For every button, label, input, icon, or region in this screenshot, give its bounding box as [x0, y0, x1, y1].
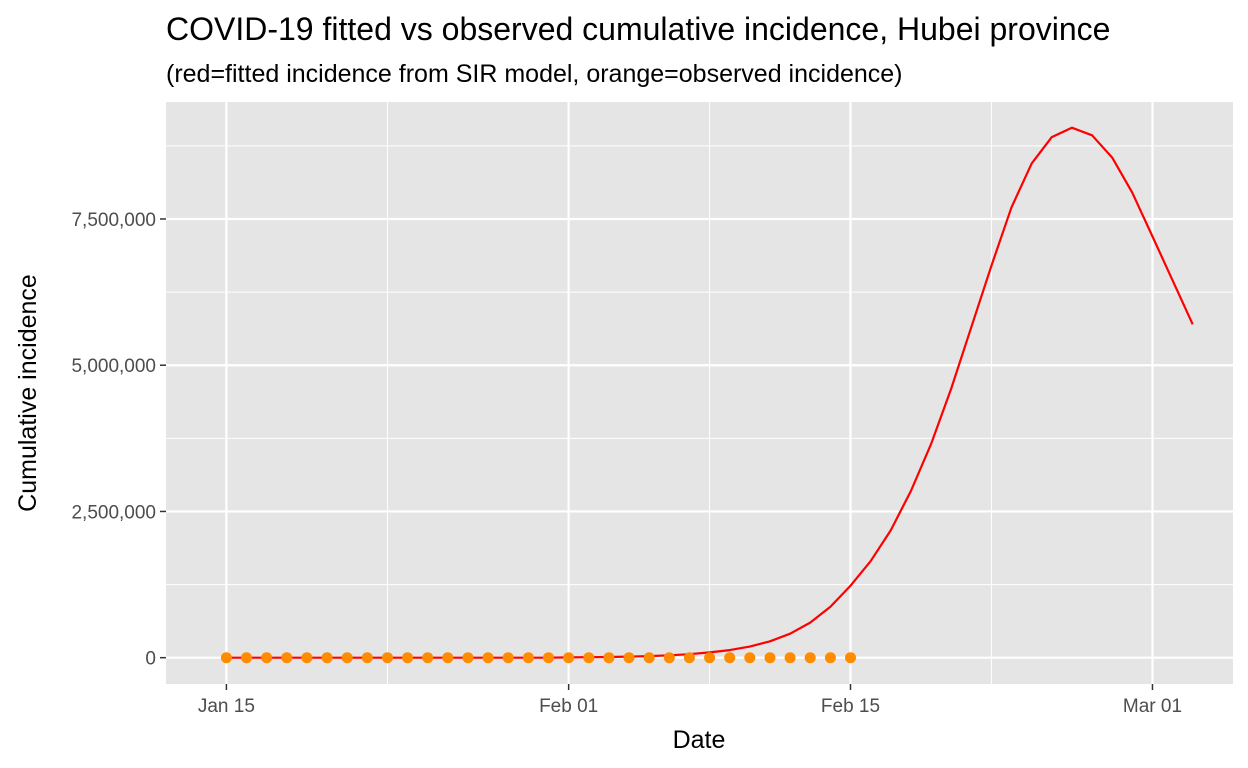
- observed-point: [623, 652, 635, 664]
- observed-point: [220, 652, 232, 664]
- observed-point: [341, 652, 353, 664]
- y-axis-title: Cumulative incidence: [14, 274, 42, 512]
- observed-point: [744, 652, 756, 664]
- observed-point: [643, 652, 655, 664]
- observed-point: [824, 652, 836, 664]
- observed-point: [563, 652, 575, 664]
- observed-point: [683, 652, 695, 664]
- observed-point: [462, 652, 474, 664]
- x-tick-label: Mar 01: [1123, 696, 1182, 717]
- observed-point: [543, 652, 554, 664]
- x-tick-label: Jan 15: [198, 696, 255, 717]
- observed-point: [281, 652, 293, 664]
- y-tick-label: 5,000,000: [71, 356, 156, 377]
- observed-point: [261, 652, 273, 664]
- observed-point: [482, 652, 494, 664]
- y-tick-label: 7,500,000: [71, 210, 156, 231]
- y-tick-label: 0: [145, 649, 156, 670]
- observed-point: [764, 652, 776, 664]
- observed-point: [663, 652, 675, 664]
- data-layer: [220, 126, 1194, 664]
- y-tick-label: 2,500,000: [71, 502, 156, 523]
- observed-point: [301, 652, 313, 664]
- chart-subtitle: (red=fitted incidence from SIR model, or…: [166, 60, 903, 88]
- observed-point: [603, 652, 615, 664]
- observed-point: [442, 652, 454, 664]
- observed-point: [704, 652, 716, 664]
- observed-point: [522, 652, 534, 664]
- observed-point: [845, 652, 856, 664]
- observed-point: [361, 652, 373, 664]
- observed-point: [724, 652, 736, 664]
- observed-point: [502, 652, 514, 664]
- observed-point: [583, 652, 595, 664]
- observed-point: [382, 652, 393, 664]
- observed-point: [402, 652, 414, 664]
- x-tick-label: Feb 01: [539, 696, 598, 717]
- observed-point: [804, 652, 816, 664]
- x-tick-label: Feb 15: [821, 696, 880, 717]
- x-axis-title: Date: [673, 726, 726, 754]
- observed-point: [784, 652, 796, 664]
- plot-panel: [166, 102, 1233, 684]
- axes: Jan 15 Feb 01 Feb 15 Mar 01 0 2,500,000 5,000,…: [71, 210, 1182, 717]
- chart-title: COVID-19 fitted vs observed cumulative i…: [166, 11, 1110, 47]
- observed-point: [422, 652, 434, 664]
- observed-point: [241, 652, 252, 664]
- observed-point: [321, 652, 333, 664]
